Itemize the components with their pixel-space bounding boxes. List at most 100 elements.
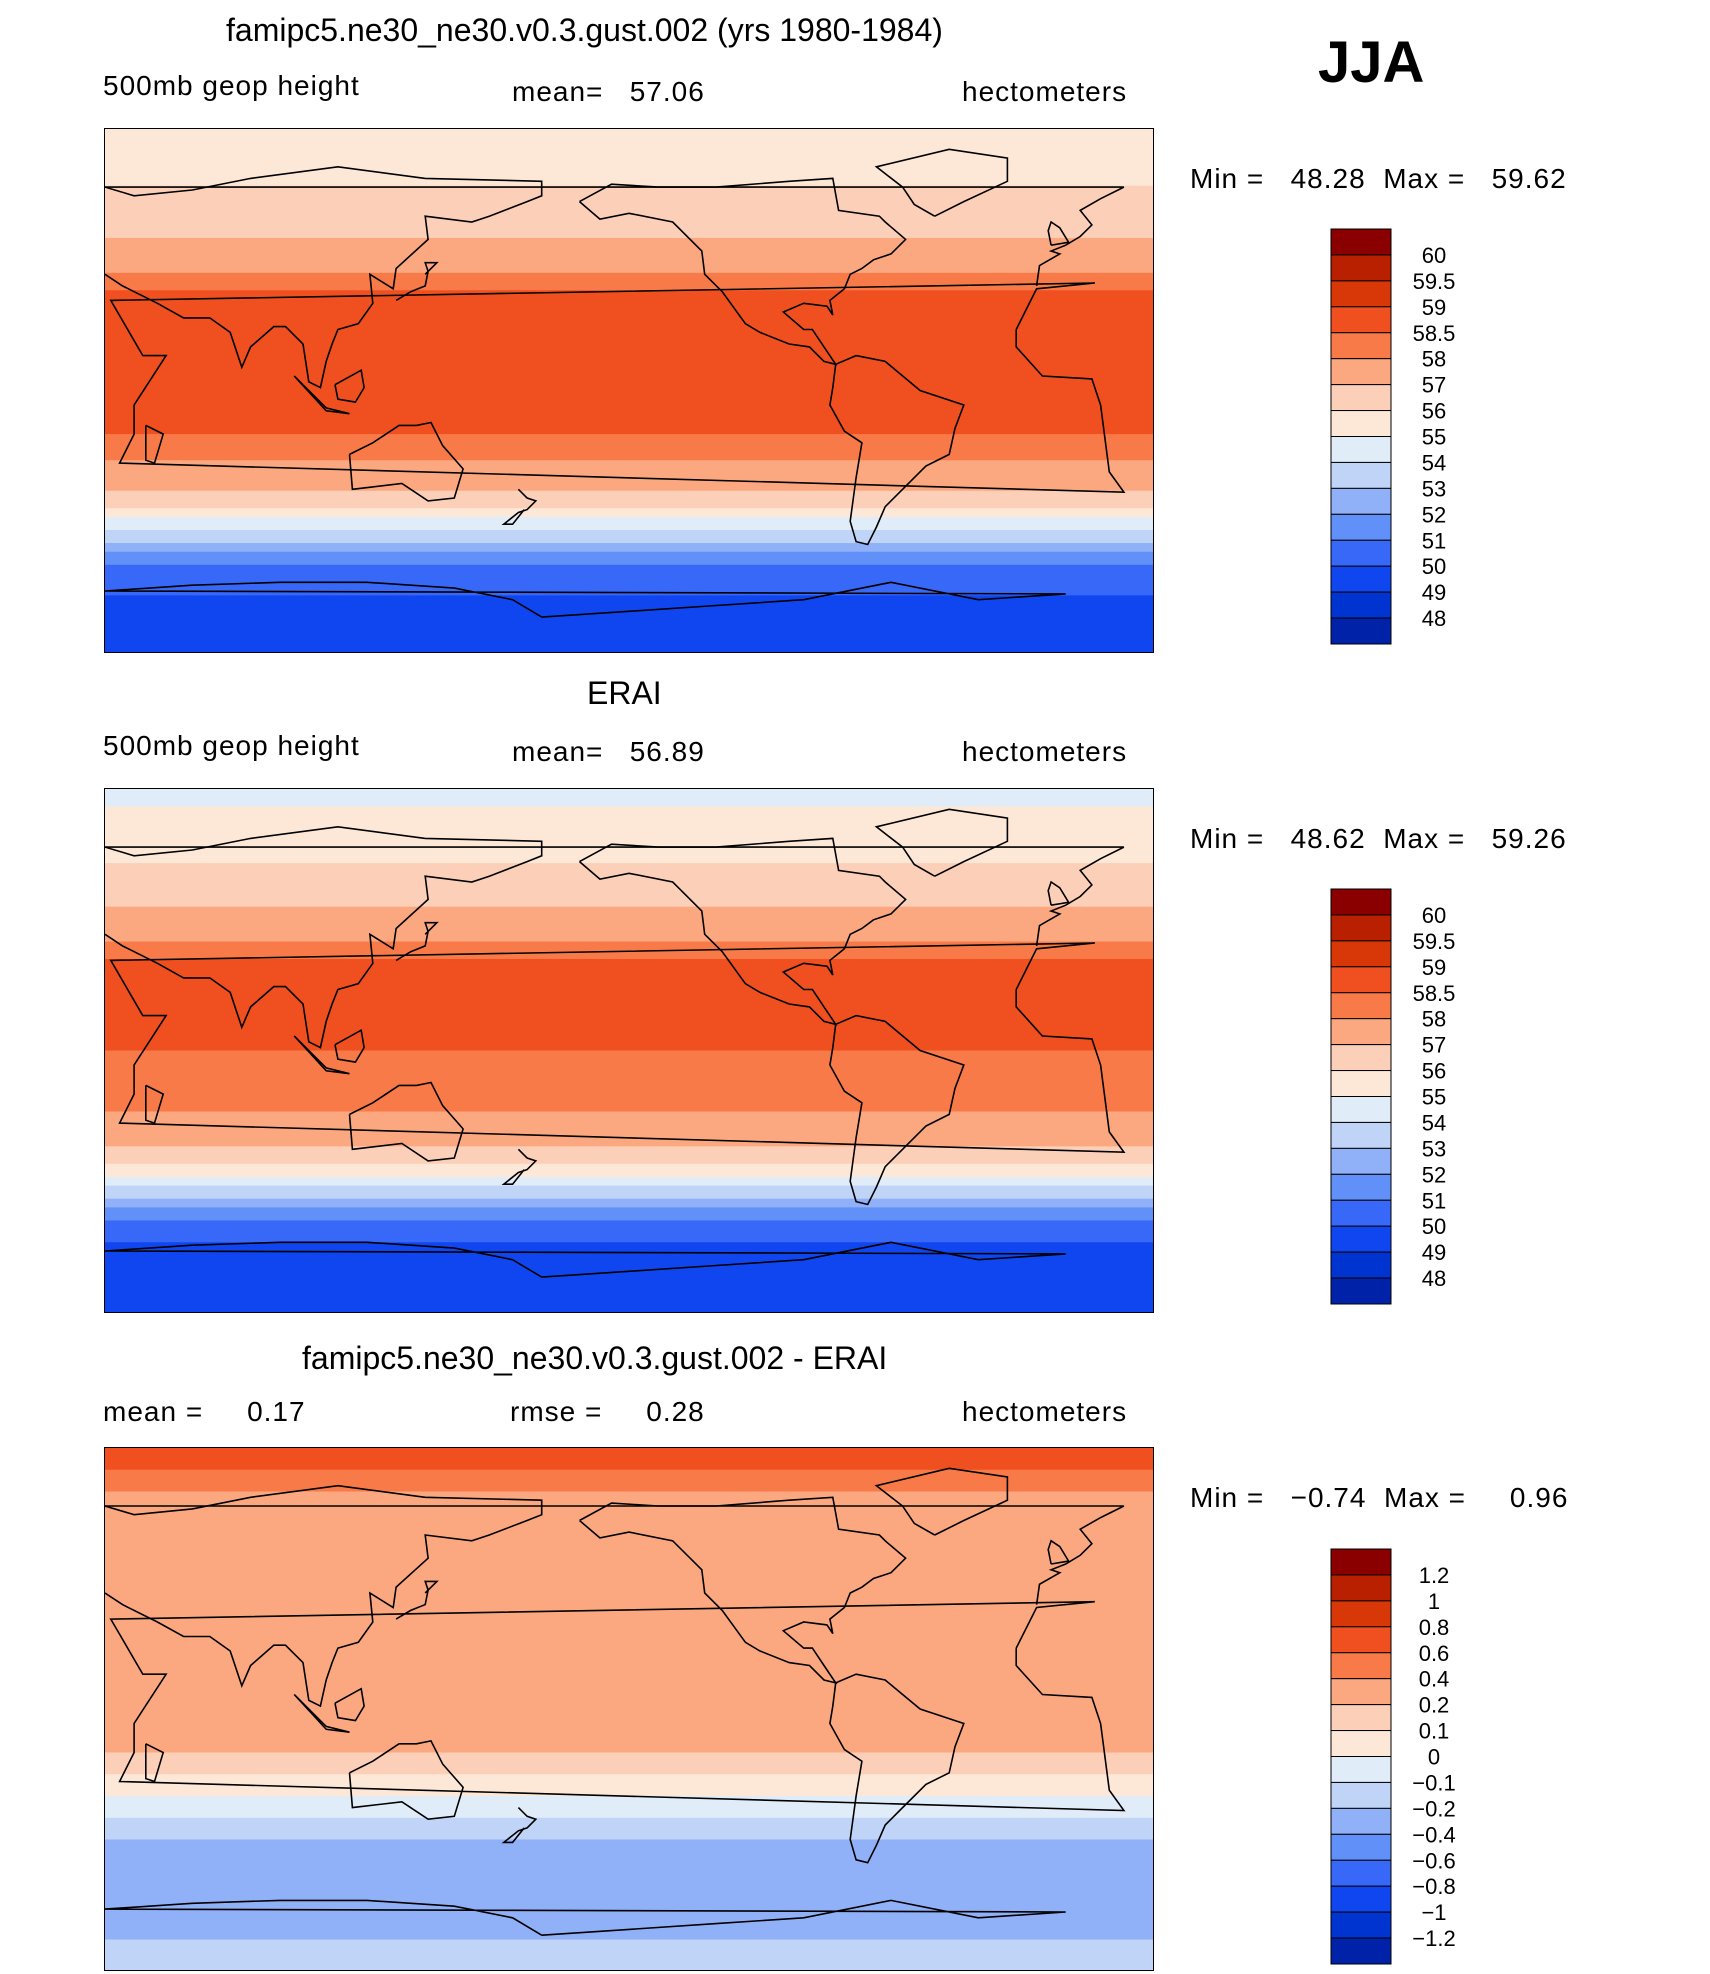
- zonal-band: [105, 793, 1153, 799]
- zonal-band: [105, 1146, 1153, 1152]
- zonal-band: [105, 1185, 1153, 1191]
- colorbar-swatch: [1330, 1199, 1392, 1227]
- panel-2-minmax: Min = 48.62 Max = 59.26: [1190, 823, 1567, 854]
- panel-1-colorbar: 60 59.5 59 58.5 58 57 56 55 54 53 52 51 50 49 48: [1330, 228, 1490, 645]
- zonal-band: [105, 534, 1153, 540]
- colorbar-swatch: [1330, 1044, 1392, 1072]
- zonal-band: [105, 1089, 1153, 1096]
- zonal-band: [105, 625, 1153, 632]
- zonal-band: [105, 1608, 1153, 1615]
- panel-3-colorbar: 1.2 1 0.8 0.6 0.4 0.2 0.1 0 −0.1 −0.2 −0.4 −0.6 −0.8…: [1330, 1548, 1490, 1965]
- colorbar-tick-label: −0.6: [1412, 1848, 1455, 1873]
- zonal-band: [105, 1839, 1153, 1845]
- zonal-band: [105, 1556, 1153, 1563]
- zonal-band: [105, 1648, 1153, 1654]
- zonal-band: [105, 543, 1153, 549]
- zonal-band: [105, 880, 1153, 886]
- colorbar-tick-label: 53: [1422, 1136, 1446, 1161]
- zonal-band: [105, 906, 1153, 913]
- zonal-band: [105, 823, 1153, 830]
- zonal-band: [105, 993, 1153, 1000]
- zonal-band: [105, 1255, 1153, 1261]
- zonal-band: [105, 185, 1153, 192]
- zonal-band: [105, 1961, 1153, 1967]
- zonal-band: [105, 224, 1153, 231]
- zonal-band: [105, 1019, 1153, 1026]
- zonal-band: [105, 586, 1153, 592]
- zonal-band: [105, 1181, 1153, 1187]
- colorbar-swatch: [1330, 1225, 1392, 1253]
- colorbar-swatch: [1330, 1859, 1392, 1887]
- zonal-band: [105, 229, 1153, 235]
- zonal-band: [105, 1465, 1153, 1471]
- zonal-band: [105, 915, 1153, 921]
- coastline: [1047, 880, 1070, 906]
- zonal-band: [105, 1656, 1153, 1663]
- zonal-band: [105, 1709, 1153, 1715]
- colorbar-swatch: [1330, 332, 1392, 360]
- zonal-band: [105, 1041, 1153, 1048]
- zonal-band: [105, 1224, 1153, 1231]
- zonal-band: [105, 1913, 1153, 1919]
- zonal-band: [105, 1548, 1153, 1554]
- zonal-band: [105, 455, 1153, 462]
- coastline: [144, 1084, 165, 1125]
- zonal-band: [105, 1281, 1153, 1287]
- zonal-band: [105, 950, 1153, 956]
- zonal-band: [105, 364, 1153, 370]
- zonal-band: [105, 338, 1153, 344]
- zonal-band: [105, 133, 1153, 139]
- zonal-band: [105, 1216, 1153, 1222]
- zonal-band: [105, 172, 1153, 178]
- zonal-band: [105, 1769, 1153, 1776]
- zonal-band: [105, 1691, 1153, 1697]
- colorbar-swatch: [1330, 461, 1392, 489]
- colorbar-swatch: [1330, 436, 1392, 463]
- zonal-band: [105, 1813, 1153, 1819]
- zonal-band: [105, 1595, 1153, 1602]
- colorbar-swatch: [1330, 888, 1392, 916]
- colorbar-swatch: [1330, 940, 1392, 968]
- zonal-band: [105, 1948, 1153, 1954]
- colorbar-tick-label: 49: [1422, 1240, 1446, 1265]
- panel-3-map: [104, 1447, 1154, 1971]
- colorbar-tick-label: 52: [1422, 1162, 1446, 1187]
- zonal-band: [105, 342, 1153, 348]
- zonal-band: [105, 1081, 1153, 1087]
- zonal-band: [105, 989, 1153, 995]
- zonal-band: [105, 1613, 1153, 1619]
- zonal-band: [105, 272, 1153, 279]
- colorbar-tick-label: 57: [1422, 1033, 1446, 1058]
- colorbar-tick-label: 55: [1422, 1085, 1446, 1110]
- zonal-band: [105, 1478, 1153, 1484]
- coastline: [334, 1028, 365, 1063]
- colorbar-tick-label: 57: [1422, 373, 1446, 398]
- coastline: [144, 424, 165, 465]
- zonal-band: [105, 1128, 1153, 1135]
- zonal-band: [105, 815, 1153, 821]
- colorbar-tick-label: 56: [1422, 1059, 1446, 1084]
- zonal-band: [105, 980, 1153, 987]
- zonal-band: [105, 1059, 1153, 1065]
- zonal-band: [105, 264, 1153, 270]
- colorbar-swatch: [1330, 1885, 1392, 1913]
- zonal-band: [105, 858, 1153, 865]
- zonal-band: [105, 1002, 1153, 1008]
- colorbar-tick-label: 49: [1422, 580, 1446, 605]
- coastline: [109, 942, 1126, 1154]
- zonal-band: [105, 845, 1153, 852]
- zonal-band: [105, 569, 1153, 575]
- colorbar-tick-label: 0.4: [1419, 1667, 1450, 1692]
- zonal-band: [105, 150, 1153, 157]
- coastline: [874, 808, 1009, 877]
- zonal-band: [105, 1704, 1153, 1710]
- colorbar-swatch: [1330, 1678, 1392, 1706]
- zonal-band: [105, 1939, 1153, 1945]
- zonal-band: [105, 876, 1153, 882]
- zonal-band: [105, 1965, 1153, 1970]
- zonal-band: [105, 320, 1153, 327]
- colorbar-swatch: [1330, 1251, 1392, 1279]
- colorbar-tick-label: 50: [1422, 1214, 1446, 1239]
- zonal-band: [105, 1264, 1153, 1270]
- zonal-band: [105, 1717, 1153, 1724]
